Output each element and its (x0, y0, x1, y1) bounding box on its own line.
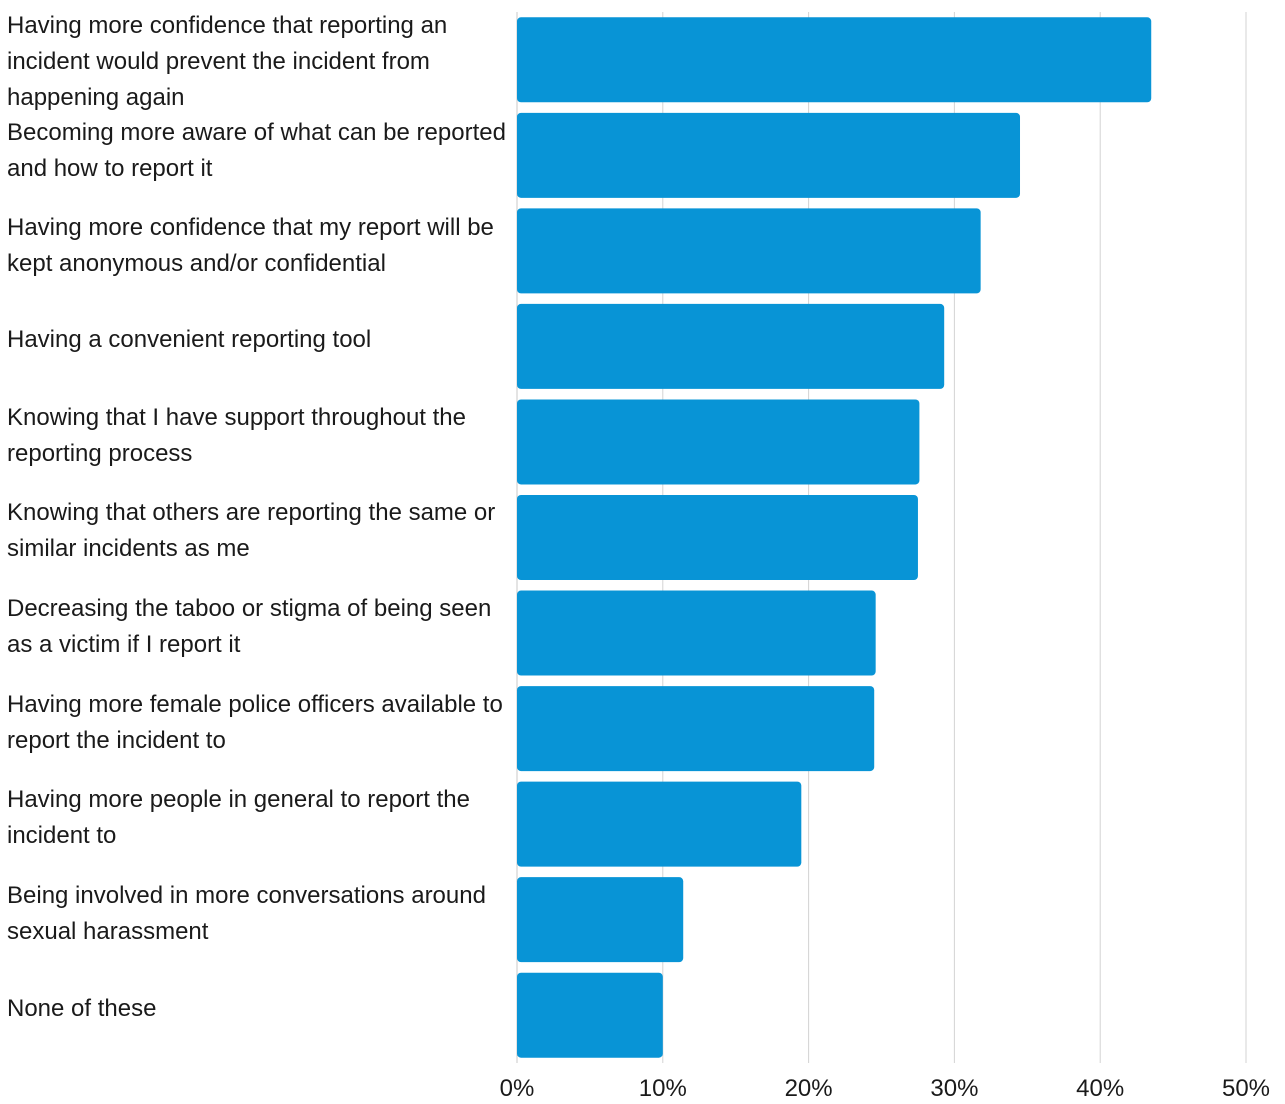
bar (517, 686, 875, 772)
category-label: None of these (7, 995, 157, 1023)
x-tick-label: 40% (1076, 1075, 1125, 1102)
bar (517, 590, 876, 676)
category-label: Decreasing the taboo or stigma of being … (7, 595, 492, 659)
x-tick-label: 0% (499, 1075, 535, 1102)
category-label: Having a convenient reporting tool (7, 326, 372, 354)
category-label: Having more people in general to report … (7, 786, 470, 850)
bar (517, 17, 1152, 103)
x-tick-label: 50% (1221, 1075, 1271, 1102)
category-label: Becoming more aware of what can be repor… (7, 118, 506, 182)
bars (517, 17, 1152, 1058)
bar (517, 877, 684, 963)
bar (517, 972, 663, 1058)
category-label: Having more confidence that reporting an… (7, 12, 448, 111)
bar (517, 303, 945, 389)
category-label: Being involved in more conversations aro… (7, 881, 486, 945)
bar (517, 208, 981, 294)
bar (517, 112, 1021, 198)
x-tick-label: 30% (930, 1075, 979, 1102)
x-tick-label: 10% (638, 1075, 687, 1102)
category-label: Knowing that others are reporting the sa… (7, 499, 496, 563)
category-label: Having more female police officers avail… (7, 690, 503, 754)
category-label: Knowing that I have support throughout t… (7, 403, 466, 467)
category-label: Having more confidence that my report wi… (7, 214, 494, 278)
bar (517, 399, 920, 485)
x-tick-label: 20% (784, 1075, 833, 1102)
bar (517, 781, 802, 867)
bar (517, 495, 918, 580)
